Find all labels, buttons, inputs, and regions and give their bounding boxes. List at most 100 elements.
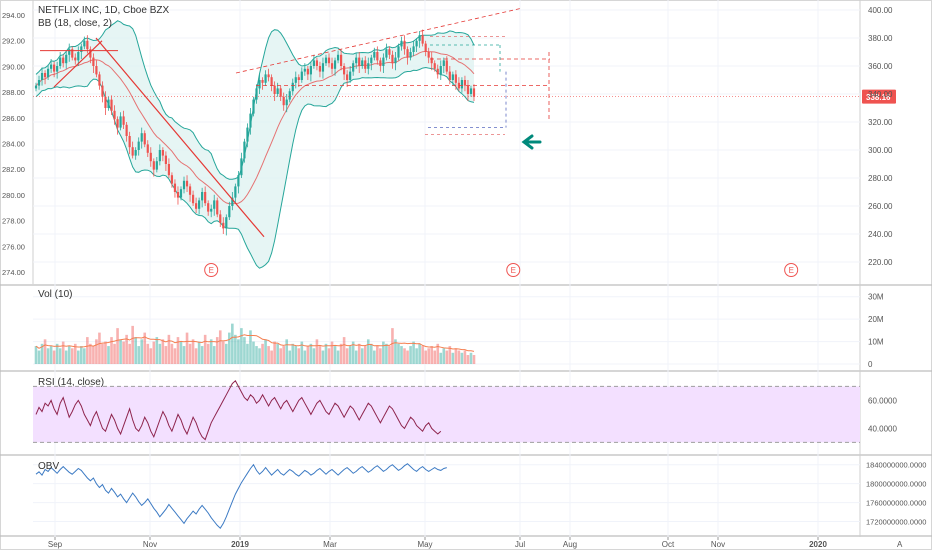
volume-bar [80, 346, 83, 364]
volume-bar [427, 348, 430, 364]
left-axis-tick-label: 282.00 [2, 165, 25, 174]
volume-bar [70, 348, 74, 364]
candle-body [128, 136, 131, 148]
left-axis-tick-label: 274.00 [2, 268, 25, 277]
left-axis-tick-label: 294.00 [2, 11, 25, 20]
candle-body [173, 183, 177, 192]
x-axis-tick-label: 2020 [809, 540, 827, 549]
candle-body [472, 88, 476, 97]
volume-bar [131, 325, 134, 364]
candle-body [146, 144, 149, 153]
volume-bar [228, 332, 231, 364]
x-axis-tick-label: Oct [662, 540, 675, 549]
candle-body [80, 46, 83, 52]
volume-bar [276, 343, 279, 364]
price-axis-tick-label: 240.00 [868, 230, 893, 239]
volume-bar [300, 341, 304, 364]
volume-bar [55, 343, 59, 364]
volume-bar [92, 346, 95, 364]
candle-body [385, 49, 388, 58]
candle-body [336, 54, 340, 61]
volume-bar [116, 328, 119, 364]
candle-body [315, 60, 319, 66]
rsi-legend-label[interactable]: RSI (14, close) [38, 377, 105, 388]
volume-bar [466, 355, 470, 364]
candle-body [421, 35, 424, 44]
volume-bar [64, 350, 68, 364]
auto-scale-button: A [897, 540, 903, 549]
candle-body [40, 73, 44, 80]
volume-bar [246, 343, 249, 364]
volume-bar [209, 339, 213, 364]
x-axis-tick-label: Sep [48, 540, 63, 549]
volume-bar [52, 350, 56, 364]
candle-body [237, 175, 240, 187]
candle-body [367, 63, 370, 69]
volume-bar [336, 350, 340, 364]
candle-body [463, 80, 467, 86]
volume-bar [258, 348, 261, 364]
candle-body [312, 60, 316, 66]
candle-body [442, 60, 445, 66]
candle-body [343, 66, 346, 75]
volume-legend-label[interactable]: Vol (10) [38, 289, 73, 300]
candle-body [352, 63, 355, 72]
volume-bar [58, 348, 62, 364]
volume-bar [282, 346, 285, 364]
volume-bar [113, 343, 116, 364]
volume-bar [469, 352, 473, 364]
candle-body [376, 52, 379, 61]
candle-body [98, 74, 101, 86]
volume-bar [345, 348, 349, 364]
volume-bar [143, 332, 147, 364]
obv-legend: OBV [38, 460, 59, 473]
volume-bar [342, 337, 346, 364]
candle-body [131, 147, 134, 156]
volume-bar [412, 341, 415, 364]
volume-bar [309, 343, 313, 364]
volume-axis-tick-label: 30M [868, 293, 884, 302]
candle-body [291, 82, 294, 92]
earnings-marker [784, 263, 799, 277]
volume-bar [164, 346, 168, 364]
candle-body [318, 66, 322, 72]
obv-legend-label[interactable]: OBV [38, 461, 60, 472]
volume-axis-tick-label: 20M [868, 315, 884, 324]
volume-bar [149, 348, 153, 364]
volume-bar [173, 348, 177, 364]
candle-body [433, 63, 436, 69]
price-axis-tick-label: 280.00 [868, 174, 893, 183]
volume-bar [140, 339, 144, 364]
volume-bar [445, 350, 449, 364]
candle-body [297, 77, 300, 80]
candle-body [77, 52, 80, 61]
candle-body [182, 180, 186, 190]
volume-bar [89, 343, 92, 364]
symbol-title[interactable]: NETFLIX INC, 1D, Cboe BZX [38, 5, 170, 16]
bb-legend-label[interactable]: BB (18, close, 2) [38, 18, 112, 29]
earnings-marker-label: E [209, 266, 214, 275]
volume-bar [206, 343, 210, 364]
candle-body [324, 57, 328, 64]
candle-body [149, 152, 152, 162]
volume-bar [288, 350, 292, 364]
volume-axis-tick-label: 0 [868, 360, 873, 369]
x-axis-tick-label: Aug [563, 540, 577, 549]
volume-bar [433, 350, 437, 364]
candle-body [321, 63, 325, 72]
candle-body [261, 80, 264, 83]
volume-bar [34, 346, 38, 364]
volume-bar [391, 328, 394, 364]
candle-body [415, 40, 418, 47]
volume-bar [194, 348, 198, 364]
candle-body [37, 80, 41, 86]
bollinger-band-fill [36, 20, 474, 269]
volume-bar [104, 341, 107, 364]
candle-body [43, 73, 47, 78]
volume-bar [237, 339, 240, 364]
candle-body [424, 43, 427, 52]
candle-body [119, 116, 122, 128]
candle-body [427, 52, 430, 58]
volume-bar [379, 348, 382, 364]
volume-bar [400, 346, 403, 364]
